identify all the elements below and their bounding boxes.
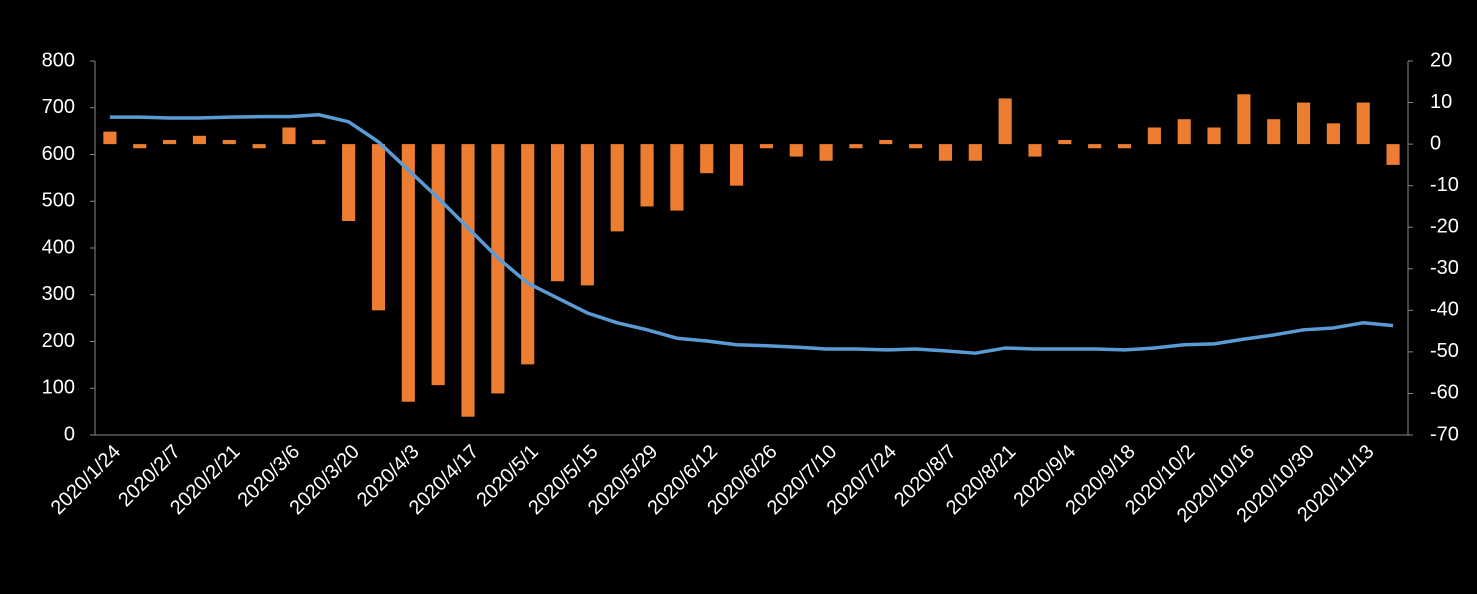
y-tick-label: 500 bbox=[42, 190, 75, 212]
bar bbox=[1267, 119, 1281, 145]
y2-tick-label: -40 bbox=[1430, 299, 1459, 321]
bar bbox=[401, 144, 415, 402]
bar bbox=[610, 144, 624, 232]
y2-tick-label: -30 bbox=[1430, 257, 1459, 279]
bar bbox=[1117, 144, 1132, 149]
bar bbox=[222, 139, 236, 145]
y-tick-label: 700 bbox=[42, 96, 75, 118]
bar bbox=[282, 127, 296, 145]
bar bbox=[1356, 102, 1370, 145]
y-tick-label: 800 bbox=[42, 49, 75, 71]
bar bbox=[431, 144, 445, 386]
y2-tick-label: 10 bbox=[1430, 91, 1452, 113]
bar bbox=[133, 144, 147, 149]
bar bbox=[1386, 144, 1400, 165]
bar bbox=[700, 144, 714, 174]
bar bbox=[968, 144, 982, 161]
y2-tick-label: -10 bbox=[1430, 174, 1459, 196]
bar bbox=[371, 144, 386, 311]
bar bbox=[1058, 139, 1072, 145]
y2-tick-label: 20 bbox=[1430, 49, 1452, 71]
bar bbox=[163, 139, 177, 145]
bar bbox=[342, 144, 356, 221]
bar bbox=[759, 144, 773, 149]
y-tick-label: 300 bbox=[42, 283, 75, 305]
bar bbox=[192, 135, 207, 145]
y-tick-label: 0 bbox=[64, 423, 75, 445]
bar bbox=[879, 139, 893, 145]
bar bbox=[1088, 144, 1102, 149]
bar bbox=[730, 144, 744, 186]
bar bbox=[819, 144, 833, 161]
line bbox=[109, 113, 1394, 355]
bar bbox=[670, 144, 684, 211]
y-tick-label: 400 bbox=[42, 236, 75, 258]
bar bbox=[909, 144, 923, 149]
bar bbox=[1177, 119, 1191, 145]
bar bbox=[998, 98, 1012, 145]
bar bbox=[461, 144, 475, 417]
bar bbox=[640, 144, 654, 207]
bar bbox=[1237, 94, 1251, 145]
bar bbox=[491, 144, 505, 394]
bar bbox=[1028, 144, 1042, 157]
bar bbox=[938, 144, 953, 161]
bar bbox=[103, 131, 117, 145]
bar bbox=[312, 139, 326, 145]
bar bbox=[252, 144, 266, 149]
bar bbox=[1207, 127, 1221, 145]
y2-tick-label: -20 bbox=[1430, 216, 1459, 238]
bar bbox=[580, 144, 594, 286]
y-tick-label: 100 bbox=[42, 377, 75, 399]
bar bbox=[1326, 123, 1340, 145]
y2-tick-label: -60 bbox=[1430, 382, 1459, 404]
y2-tick-label: -70 bbox=[1430, 423, 1459, 445]
bar bbox=[550, 144, 565, 282]
y2-tick-label: 0 bbox=[1430, 132, 1441, 154]
bar bbox=[521, 144, 535, 365]
bar bbox=[1296, 102, 1311, 145]
y-tick-label: 600 bbox=[42, 143, 75, 165]
y2-tick-label: -50 bbox=[1430, 340, 1459, 362]
x-tick-label: 2020/1/24 bbox=[47, 441, 125, 519]
bar bbox=[789, 144, 803, 157]
bar bbox=[1147, 127, 1161, 145]
bar bbox=[849, 144, 863, 149]
y-tick-label: 200 bbox=[42, 330, 75, 352]
